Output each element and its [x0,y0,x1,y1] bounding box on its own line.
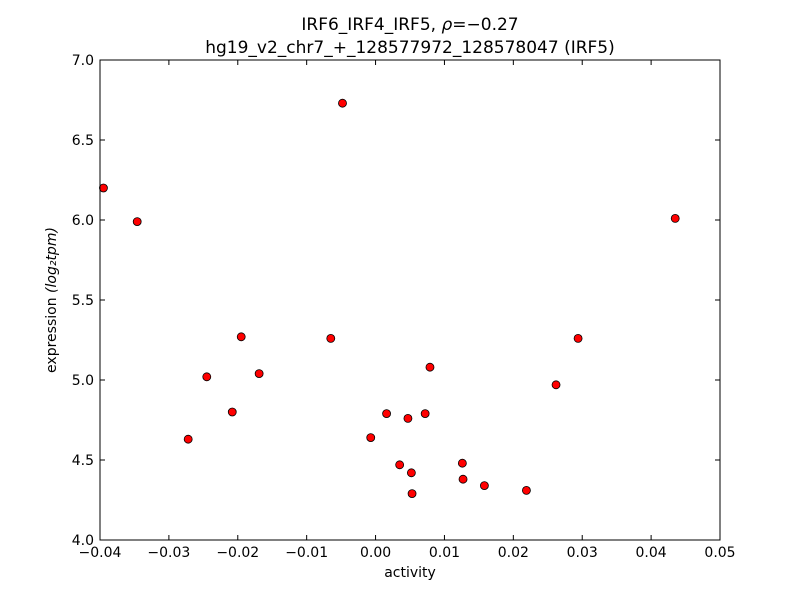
data-point [425,362,435,372]
data-point [236,332,246,342]
data-point [227,407,237,417]
x-axis-label: activity [384,565,436,581]
data-point [132,217,142,227]
data-point [551,380,561,390]
x-tick-label: −0.01 [285,545,328,561]
data-point [382,409,391,419]
data-point [366,433,376,443]
y-tick-label: 5.0 [72,373,94,389]
data-point [395,460,405,470]
data-point [254,369,264,379]
chart-title-prefix: IRF6_IRF4_IRF5, [301,15,441,35]
y-axis-label-text: expression [44,293,60,373]
data-point [479,481,489,491]
y-tick-label: 7.0 [72,53,94,69]
chart-title-rho: ρ [441,15,452,35]
data-point [403,413,413,423]
y-axis-label-units: (log₂tpm) [44,227,60,293]
data-point [407,489,417,499]
data-point [202,372,212,382]
x-tick-label: 0.03 [567,545,598,561]
x-tick-label: 0.05 [704,545,735,561]
data-point [420,409,430,419]
y-tick-label: 4.5 [72,453,94,469]
data-point [522,485,531,495]
data-point [183,434,193,444]
y-axis-label: expression (log₂tpm) [44,227,60,373]
x-tick-label: 0.00 [360,545,391,561]
data-point [326,333,336,343]
x-tick-label: −0.04 [79,545,122,561]
y-tick-label: 6.0 [72,213,94,229]
x-tick-label: −0.03 [147,545,190,561]
data-point [406,468,416,478]
x-tick-label: 0.02 [498,545,529,561]
plot-area-frame [99,59,721,541]
x-tick-label: 0.01 [429,545,460,561]
chart-title-rho-value: =−0.27 [452,15,518,35]
data-point [99,183,108,193]
data-point [457,458,467,468]
x-tick-label: −0.02 [216,545,259,561]
chart-title-line2: hg19_v2_chr7_+_128577972_128578047 (IRF5… [205,38,615,58]
axis-ticks: −0.04 −0.03 −0.02 −0.01 0.00 0.01 0.02 0.03 0.04… [72,53,736,561]
y-tick-label: 5.5 [72,293,94,309]
data-point [338,98,347,108]
data-point [670,213,680,223]
data-point [458,474,468,484]
chart-title-line1: IRF6_IRF4_IRF5, ρ=−0.27 [301,15,518,35]
x-tick-label: 0.04 [636,545,667,561]
data-points [99,98,680,499]
data-point [573,333,583,343]
y-tick-label: 4.0 [72,533,94,549]
y-tick-label: 6.5 [72,133,94,149]
